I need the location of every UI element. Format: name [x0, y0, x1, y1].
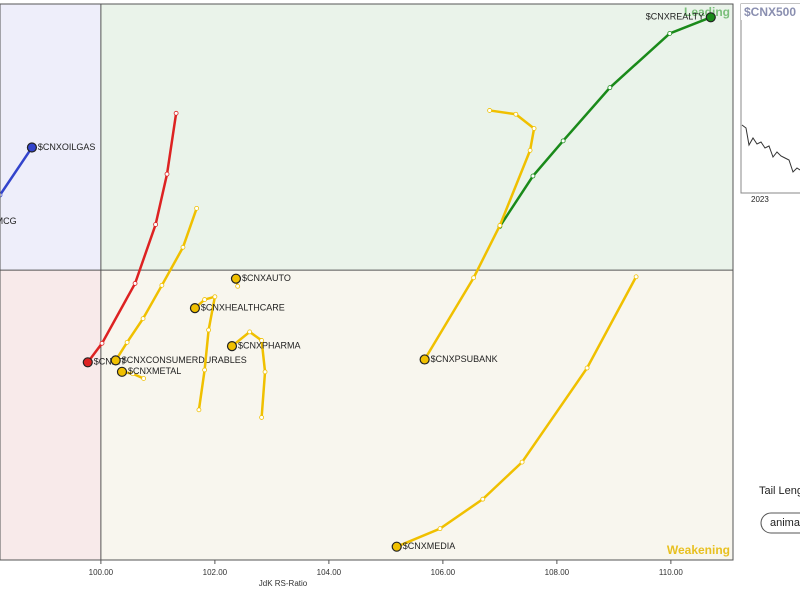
x-tick-label: 106.00 — [431, 568, 456, 577]
tail-point — [259, 415, 265, 420]
side-panel: $CNX500 2023 Tail Leng anima — [740, 3, 800, 534]
head-point — [116, 366, 128, 377]
tail-point — [173, 110, 179, 116]
plot-area: $CNXREALTY $CNXOILGAS $CNXFMCG $CNXIT $CNXPS… — [0, 12, 716, 552]
tail-point — [202, 297, 208, 302]
quadrant-label: Weakening — [667, 543, 730, 557]
tail-point — [667, 31, 673, 36]
series-label: $CNXREALTY — [646, 12, 704, 22]
tail-point — [212, 294, 218, 300]
tail-point — [124, 339, 130, 345]
tail-point — [560, 138, 566, 144]
tail-point — [527, 147, 533, 153]
quadrant-improving — [0, 4, 101, 271]
head-point — [110, 355, 121, 366]
tail-point — [487, 108, 493, 113]
series-label: $CNXPSUBANK — [431, 354, 498, 364]
series-label: $CNXHEALTHCARE — [201, 303, 285, 313]
plot-frame — [0, 3, 734, 561]
tail-point — [180, 244, 186, 250]
tail-length-label: Tail Leng — [759, 485, 800, 497]
mini-chart-title: $CNX500 — [744, 5, 796, 19]
tail-point — [437, 526, 443, 532]
x-tick-label: 104.00 — [317, 568, 342, 577]
tail-point — [262, 369, 268, 375]
mini-chart-line — [741, 124, 800, 173]
mini-chart-frame — [740, 3, 800, 194]
head-point — [230, 273, 242, 284]
quadrant-lagging — [0, 270, 101, 560]
tail-line — [498, 16, 713, 228]
quadrant-label: Leading — [684, 5, 730, 19]
tail-point — [132, 281, 138, 286]
tail-point — [259, 338, 265, 343]
tail-point — [153, 222, 159, 227]
animate-button-label[interactable]: anima — [770, 517, 800, 529]
tail-point — [607, 85, 613, 91]
tail-point — [531, 126, 537, 131]
tail-point — [141, 376, 147, 381]
head-point — [82, 357, 93, 368]
tail-point — [497, 223, 503, 228]
series-label: $CNXPHARMA — [238, 341, 301, 351]
x-tick-label: 102.00 — [203, 568, 228, 577]
tail-point — [159, 282, 165, 288]
quadrant-leading — [100, 4, 733, 271]
series-label: $CNXFMCG — [0, 216, 17, 226]
tail-point — [480, 496, 486, 502]
tail-point — [235, 283, 241, 289]
x-tick-label: 100.00 — [89, 568, 114, 577]
head-point — [419, 354, 430, 365]
x-tick-label: 110.00 — [659, 568, 683, 577]
x-axis-label: JdK RS-Ratio — [259, 579, 308, 588]
tail-point — [140, 316, 146, 321]
head-point — [26, 142, 38, 153]
mini-chart-year: 2023 — [751, 195, 769, 204]
series-label: $CNXMEDIA — [403, 541, 456, 551]
tail-line — [0, 146, 34, 197]
tail-line — [114, 207, 198, 362]
head-point — [226, 341, 238, 352]
tail-point — [206, 327, 212, 333]
series-label: $CNXCONSUMERDURABLES — [122, 355, 247, 365]
animate-button[interactable] — [760, 512, 800, 534]
tail-point — [99, 340, 105, 346]
tail-point — [530, 173, 536, 179]
tail-point — [202, 367, 208, 373]
head-point — [189, 303, 201, 314]
tail-point — [513, 111, 519, 117]
plot-background: Leading Weakening — [0, 4, 733, 560]
tail-point — [164, 171, 170, 177]
series-label: $CNXIT — [94, 357, 127, 367]
tail-point — [471, 275, 477, 281]
tail-point — [633, 274, 639, 280]
quadrant-weakening — [100, 270, 733, 560]
tail-point — [194, 205, 200, 211]
series-label: $CNXMETAL — [128, 366, 181, 376]
head-point — [705, 12, 716, 23]
head-point — [391, 541, 402, 552]
tail-point — [519, 459, 525, 465]
tail-point — [584, 365, 590, 371]
series-label: $CNXOILGAS — [38, 142, 96, 152]
tail-point — [247, 329, 253, 335]
tail-point — [130, 371, 136, 377]
tail-line — [395, 275, 638, 548]
x-tick-label: 108.00 — [545, 568, 570, 577]
series-label: $CNXAUTO — [242, 273, 291, 283]
tail-point — [196, 407, 202, 413]
tail-line — [86, 112, 178, 364]
mini-chart-header — [741, 4, 800, 20]
